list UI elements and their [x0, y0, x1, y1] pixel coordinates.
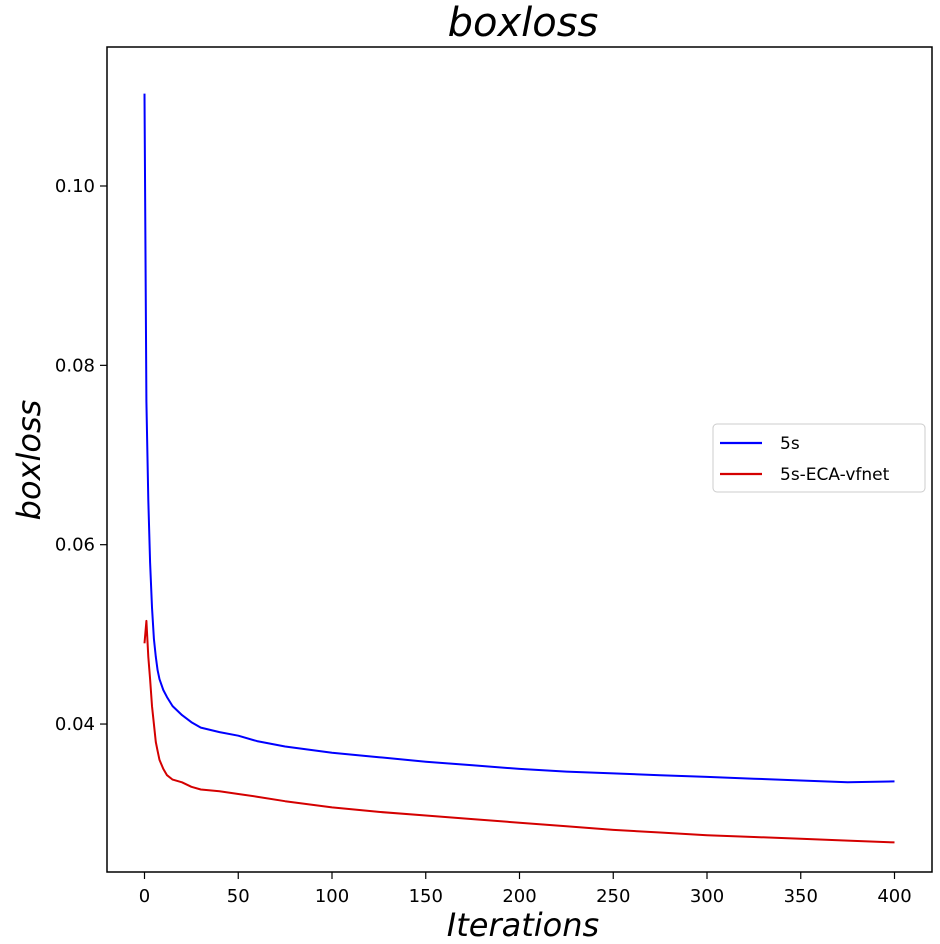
x-tick-label: 200: [502, 886, 536, 907]
x-tick-label: 0: [139, 886, 150, 907]
y-tick-label: 0.08: [55, 355, 95, 376]
x-tick-label: 400: [877, 886, 911, 907]
chart-title: boxloss: [448, 0, 599, 46]
series-line-5s: [143, 93, 895, 784]
y-axis-ticks: 0.04 0.06 0.08 0.10: [55, 176, 107, 735]
y-axis-label: boxloss: [10, 400, 48, 521]
x-axis-ticks: 0 50 100 150 200 250 300 350 400: [139, 872, 912, 907]
x-tick-label: 350: [784, 886, 818, 907]
x-tick-label: 300: [690, 886, 724, 907]
series-line-5s-eca-vfnet: [143, 619, 895, 844]
x-tick-label: 150: [409, 886, 443, 907]
series-lines: [143, 93, 895, 844]
x-tick-label: 250: [596, 886, 630, 907]
x-tick-label: 50: [227, 886, 250, 907]
x-axis-label: Iterations: [447, 906, 599, 944]
legend-label-5s: 5s: [780, 434, 800, 454]
legend: 5s 5s-ECA-vfnet: [712, 423, 926, 493]
legend-label-5s-eca-vfnet: 5s-ECA-vfnet: [780, 465, 890, 485]
y-tick-label: 0.06: [55, 535, 95, 556]
y-tick-label: 0.04: [55, 714, 95, 735]
x-tick-label: 100: [315, 886, 349, 907]
legend-frame: [712, 423, 926, 493]
y-tick-label: 0.10: [55, 176, 95, 197]
